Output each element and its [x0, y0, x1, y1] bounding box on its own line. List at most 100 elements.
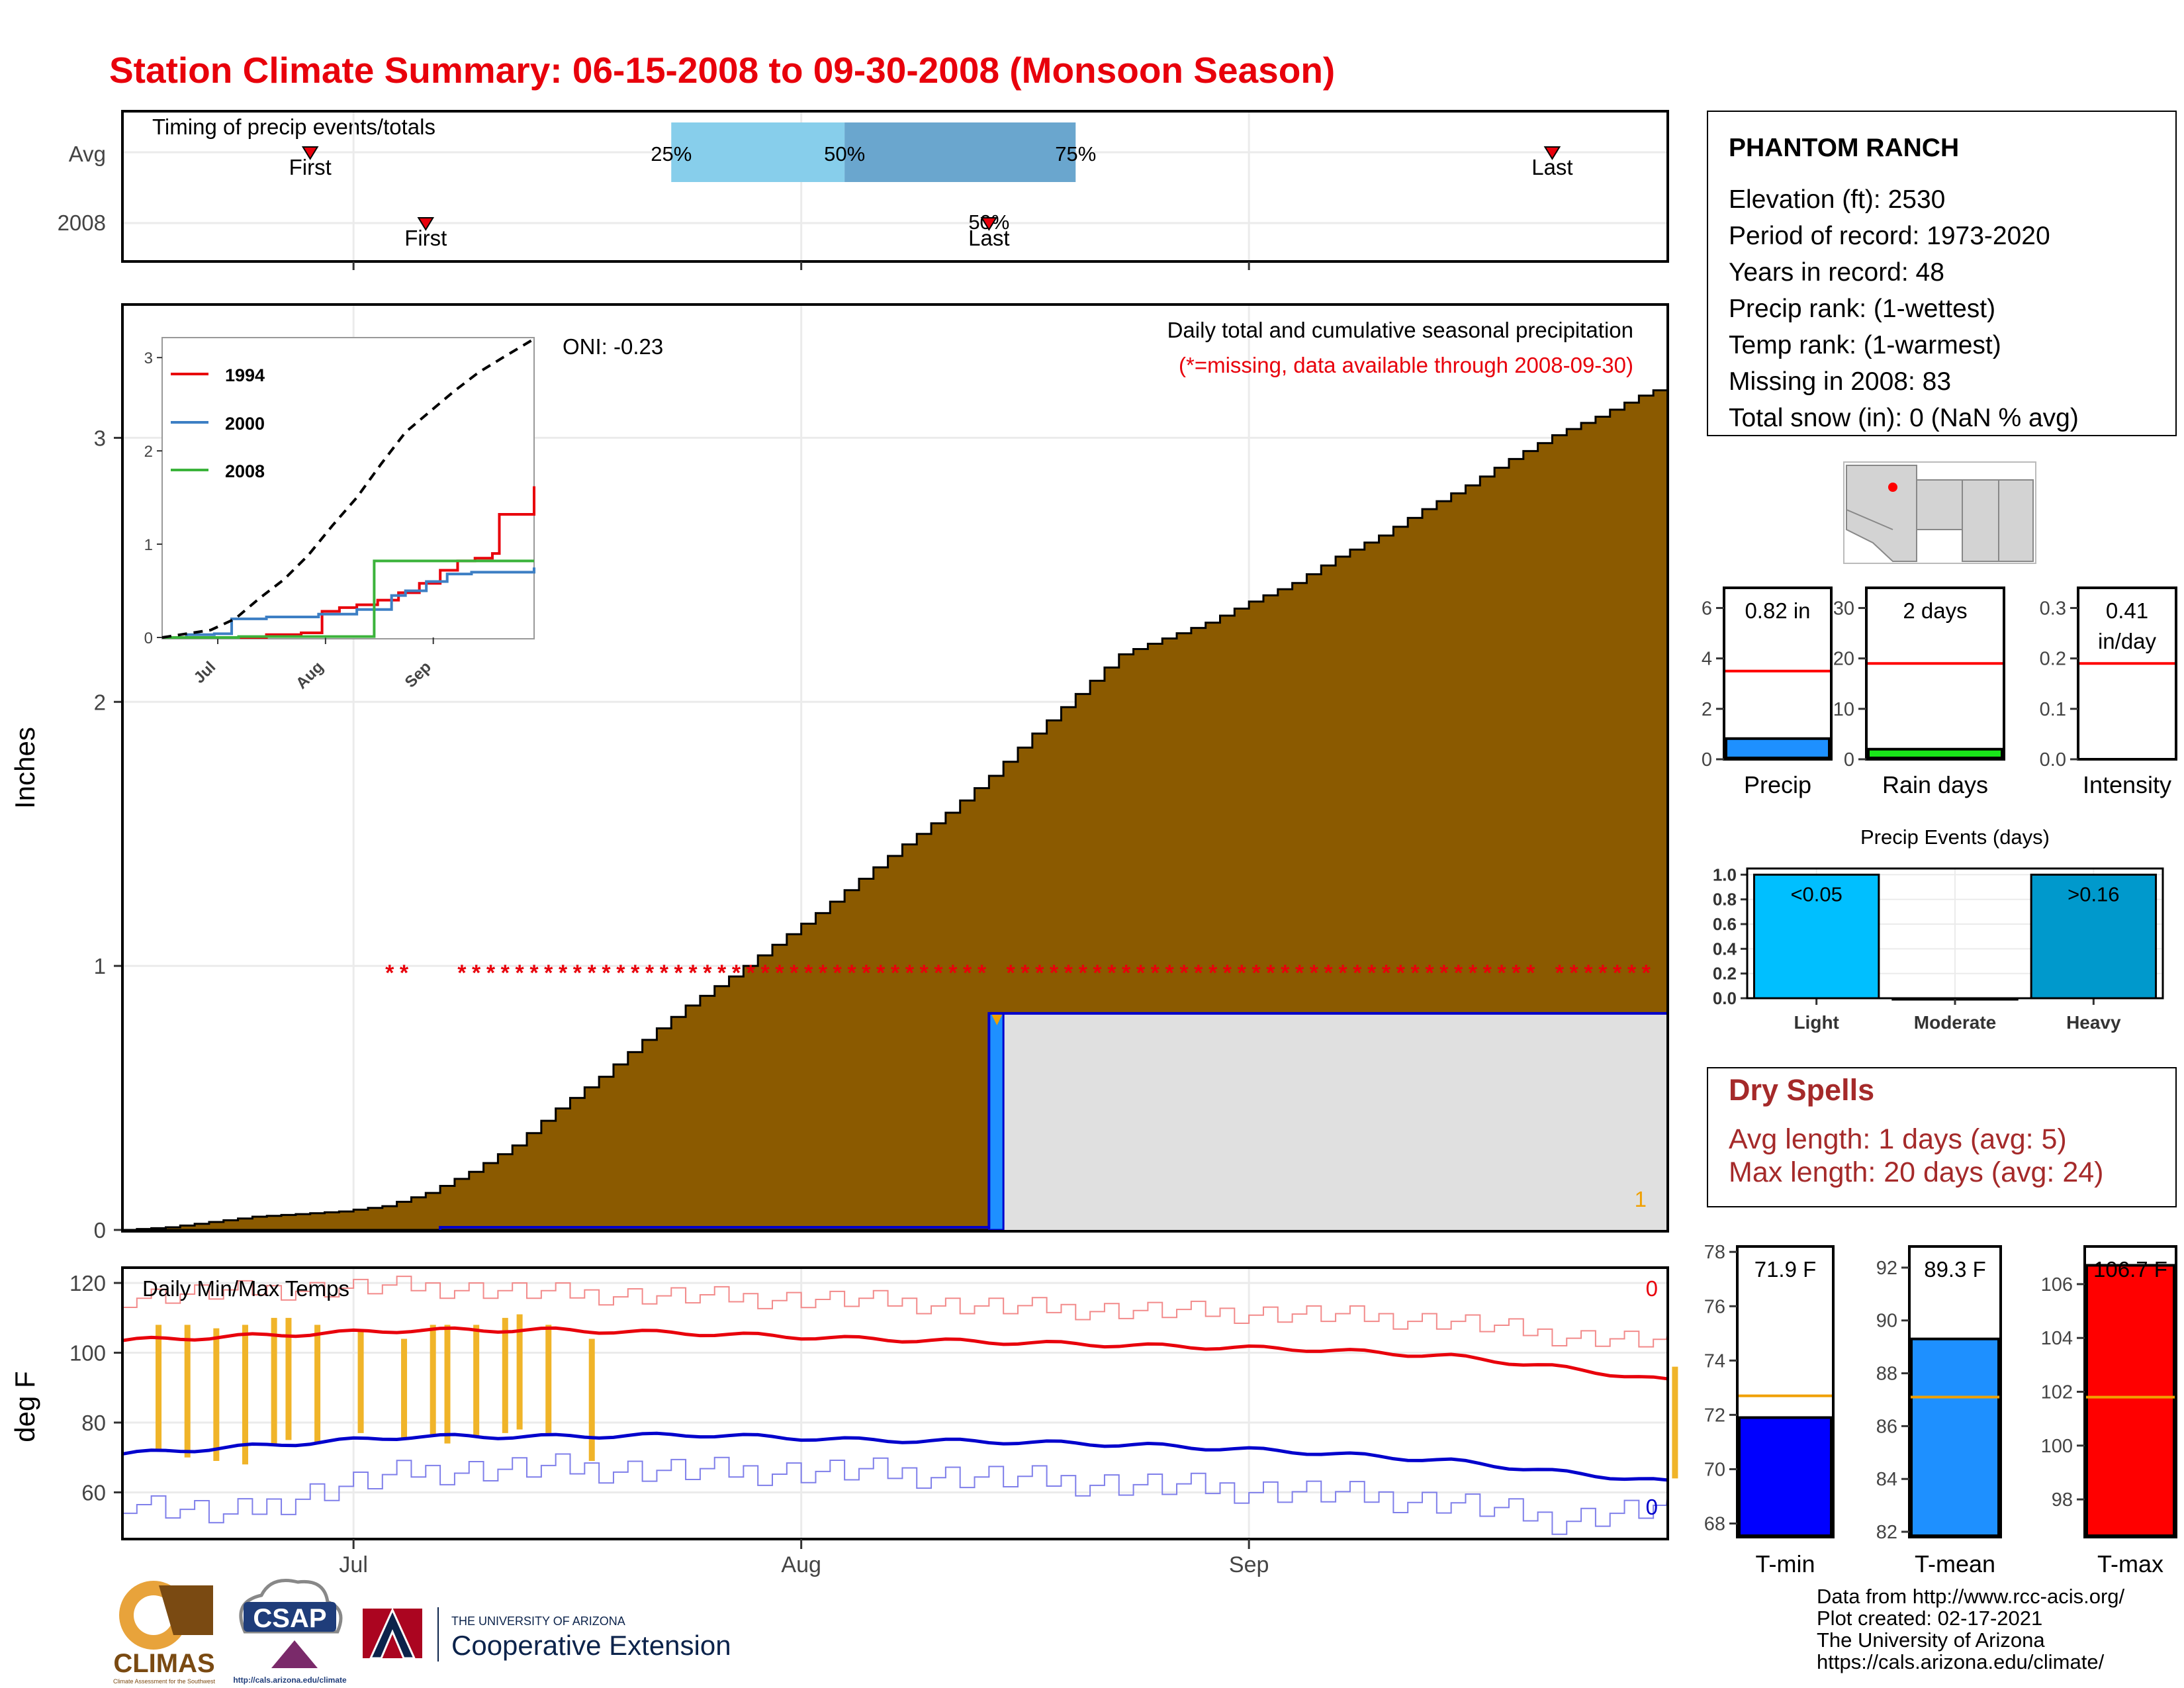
events-ytick-label: 0.8: [1713, 890, 1737, 910]
missing-day-marker: *: [760, 961, 770, 986]
missing-day-marker: *: [1497, 961, 1506, 986]
events-ytick-label: 0.2: [1713, 964, 1737, 984]
missing-day-marker: *: [660, 961, 669, 986]
missing-day-marker: *: [1208, 961, 1218, 986]
station-precip-rank: Precip rank: (1-wettest): [1729, 295, 1995, 323]
precip-bar-category-label: Precip: [1744, 771, 1811, 798]
precip-ylabel: Inches: [9, 727, 40, 809]
missing-day-marker: *: [1555, 961, 1565, 986]
last-2008-label: Last: [968, 226, 1009, 250]
tmin-bar-ytick-label: 74: [1704, 1350, 1725, 1372]
ua-logo-small: THE UNIVERSITY OF ARIZONA: [451, 1615, 625, 1628]
missing-day-marker: *: [804, 961, 813, 986]
tmax-bar-ytick-label: 102: [2041, 1382, 2073, 1403]
missing-day-marker: *: [616, 961, 625, 986]
tmax-bar-ytick-label: 106: [2041, 1274, 2073, 1295]
missing-day-marker: *: [602, 961, 611, 986]
month-label: Jul: [339, 1552, 367, 1577]
ua-logo: THE UNIVERSITY OF ARIZONA Cooperative Ex…: [363, 1607, 731, 1662]
missing-day-marker: *: [674, 961, 684, 986]
temps-panel: deg F 60 80 100 120 Daily Min/Max Temps 0 0: [9, 1266, 1678, 1540]
tmean-bar-ytick-label: 90: [1876, 1311, 1897, 1332]
tmax-bar-ytick-label: 98: [2052, 1489, 2073, 1511]
tmean-bar-ytick-label: 88: [1876, 1364, 1897, 1385]
missing-day-marker: *: [1324, 961, 1334, 986]
precip-ytick-label: 2: [94, 690, 106, 714]
events-bar-label: >0.16: [2068, 882, 2119, 906]
missing-day-marker: *: [1598, 961, 1608, 986]
raindays-bar-ytick-label: 20: [1833, 649, 1854, 670]
missing-day-marker: *: [847, 961, 856, 986]
tmin-bar-bar: [1738, 1416, 1833, 1537]
missing-day-marker: *: [385, 961, 394, 986]
missing-day-marker: *: [703, 961, 712, 986]
tmean-bar-ytick-label: 82: [1876, 1522, 1897, 1543]
temps-title: Daily Min/Max Temps: [142, 1276, 349, 1301]
dry-spells-max: Max length: 20 days (avg: 24): [1729, 1156, 2103, 1188]
dry-spells-frame: [1707, 1067, 2177, 1207]
inset-legend: 1994 2000 2008: [171, 365, 265, 481]
precip-bar-value-label: 0.82 in: [1745, 598, 1810, 623]
raindays-bar-ytick-label: 30: [1833, 598, 1854, 619]
missing-day-marker: *: [732, 961, 741, 986]
missing-day-marker: *: [1093, 961, 1102, 986]
precip-ytick-label: 1: [94, 954, 106, 978]
raindays-bar-ytick-label: 0: [1844, 749, 1854, 771]
tmean-bar-bar: [1910, 1337, 2000, 1537]
missing-day-marker: *: [573, 961, 582, 986]
oni-label: ONI: -0.23: [563, 334, 663, 359]
intensity-bar-value-unit: in/day: [2098, 629, 2157, 653]
temps-frame: [121, 1266, 1669, 1540]
missing-day-marker: *: [544, 961, 553, 986]
inset-series-2008: [162, 559, 534, 639]
avg-last-label: Last: [1531, 155, 1572, 179]
missing-day-marker: *: [747, 961, 756, 986]
csap-logo-text: CSAP: [253, 1604, 326, 1633]
avg-max-line: [122, 1326, 1668, 1381]
credit-data: Data from http://www.rcc-acis.org/: [1817, 1585, 2125, 1608]
precip-bar-ytick-label: 0: [1702, 749, 1712, 771]
station-years: Years in record: 48: [1729, 258, 1944, 287]
events-ytick-label: 1.0: [1713, 865, 1737, 884]
observed-cumulative-line: [439, 1011, 1668, 1230]
missing-day-marker: *: [688, 961, 698, 986]
missing-day-marker: *: [559, 961, 568, 986]
events-ytick-label: 0.6: [1713, 914, 1737, 934]
station-temp-rank: Temp rank: (1-warmest): [1729, 331, 2001, 359]
record-min-line: [122, 1453, 1669, 1535]
missing-day-marker: *: [529, 961, 539, 986]
climas-logo-ring: [134, 1595, 173, 1635]
temps-ylabel: deg F: [9, 1371, 40, 1442]
inset-series-2000: [162, 567, 535, 639]
missing-day-marker: *: [1179, 961, 1189, 986]
missing-day-marker: *: [501, 961, 510, 986]
events-title: Precip Events (days): [1860, 825, 2050, 849]
timing-quartile-2: [844, 122, 1076, 182]
event-count-label: 1: [1635, 1187, 1647, 1211]
dry-spells-title: Dry Spells: [1729, 1073, 1874, 1107]
missing-day-marker: *: [1570, 961, 1579, 986]
missing-day-marker: *: [790, 961, 799, 986]
missing-day-marker: *: [978, 961, 987, 986]
missing-day-marker: *: [819, 961, 828, 986]
events-bar-heavy: [2030, 873, 2158, 1000]
missing-day-marker: *: [1064, 961, 1073, 986]
intensity-bar-ytick-label: 0.2: [2040, 649, 2066, 670]
ua-logo-letter: [369, 1607, 416, 1660]
missing-day-marker: *: [1251, 961, 1261, 986]
climas-logo-text: CLIMAS: [113, 1649, 214, 1678]
missing-day-marker: *: [1367, 961, 1377, 986]
record-max-line: [122, 1276, 1669, 1348]
missing-day-marker: *: [1584, 961, 1593, 986]
temps-ytick-label: 60: [81, 1480, 106, 1505]
intensity-bar-category-label: Intensity: [2083, 771, 2171, 798]
missing-day-marker: *: [515, 961, 524, 986]
station-elevation: Elevation (ft): 2530: [1729, 185, 1945, 214]
missing-day-marker: *: [1396, 961, 1406, 986]
raindays-bar-frame: [1865, 586, 2005, 761]
inset-series-average: [161, 338, 535, 639]
missing-day-marker: *: [1079, 961, 1088, 986]
precip-bar-ytick-label: 6: [1702, 598, 1712, 619]
missing-day-marker: *: [631, 961, 640, 986]
